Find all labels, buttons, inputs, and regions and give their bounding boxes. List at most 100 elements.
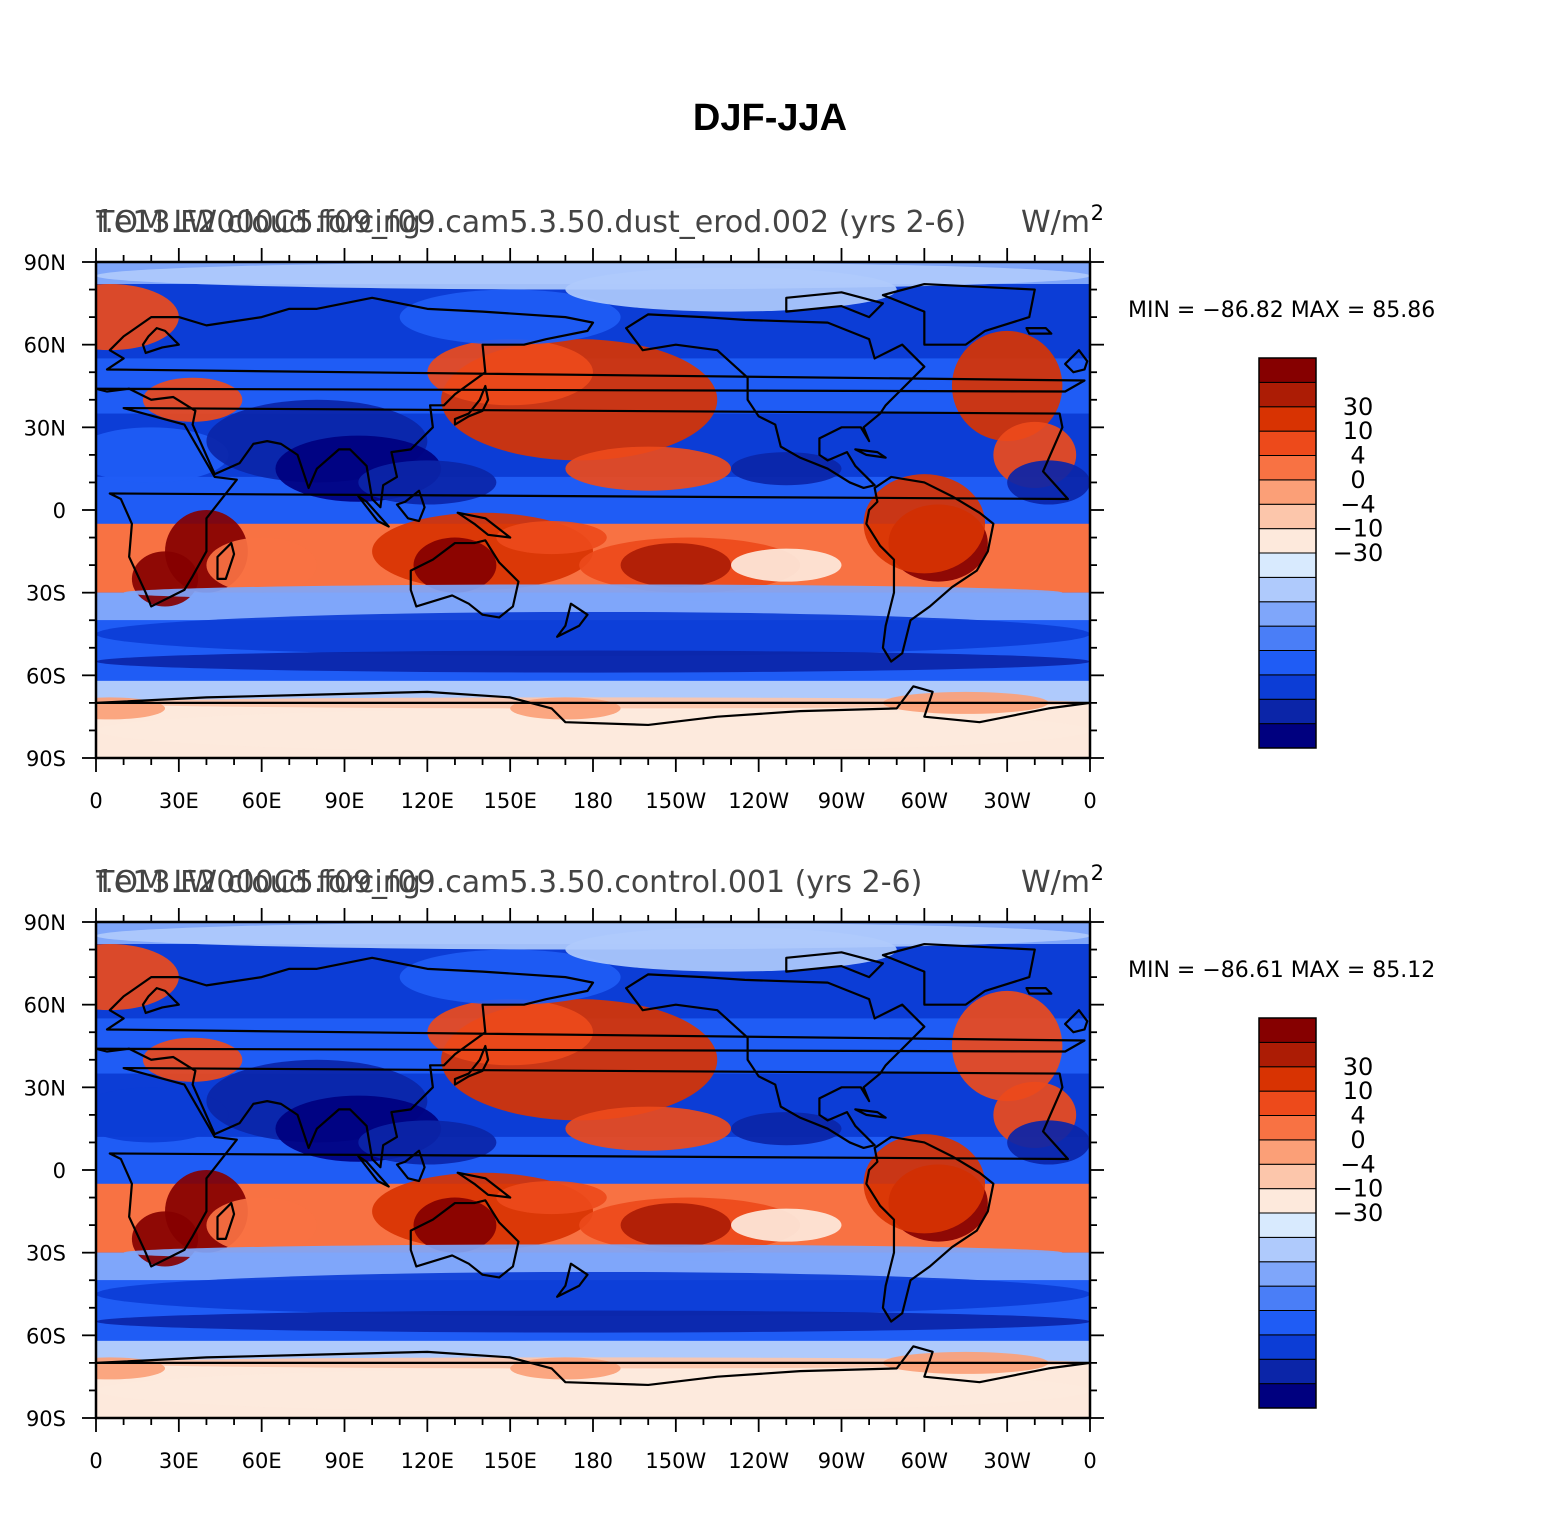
color-bar-swatch bbox=[1258, 1285, 1317, 1311]
color-bar-swatch bbox=[1258, 1358, 1317, 1385]
field-blob-2 bbox=[96, 427, 229, 483]
y-tick-label: 90S bbox=[26, 1407, 66, 1431]
field-blob-10 bbox=[427, 339, 593, 406]
coastline-6 bbox=[357, 495, 390, 528]
coastline-wrap-17 bbox=[96, 1361, 98, 1364]
field-blob-14 bbox=[496, 521, 607, 555]
color-bar-swatch bbox=[1258, 503, 1317, 530]
min-max-readout: MIN = −86.61 MAX = 85.12 bbox=[1128, 958, 1435, 983]
panel-title-units: W/m bbox=[1021, 205, 1090, 240]
field-blob-24 bbox=[96, 611, 1090, 657]
color-bar-label: 10 bbox=[1343, 1077, 1374, 1105]
field-blob-20 bbox=[863, 1134, 986, 1234]
y-tick-label: 60S bbox=[26, 664, 66, 688]
x-tick-label: 60W bbox=[901, 1449, 949, 1473]
color-bar-label: −10 bbox=[1333, 515, 1384, 543]
coastline-0 bbox=[108, 406, 1070, 608]
color-bar-label: −30 bbox=[1333, 1199, 1384, 1227]
field-blob-11 bbox=[565, 1106, 732, 1151]
x-tick-label: 30E bbox=[159, 1449, 199, 1473]
color-bar-label: 10 bbox=[1343, 417, 1374, 445]
color-bar-swatch bbox=[1258, 698, 1317, 725]
panels: f.e13.F2000C5.f09_f09.cam5.3.50.dust_ero… bbox=[0, 201, 1436, 1473]
coastline-17 bbox=[96, 1345, 1090, 1387]
color-bar-swatch bbox=[1258, 1139, 1317, 1165]
coastline-14 bbox=[854, 1108, 887, 1119]
y-tick-label: 0 bbox=[53, 499, 66, 523]
panel-title-units-superscript: 2 bbox=[1091, 201, 1104, 225]
field-blob-30 bbox=[399, 949, 621, 1005]
field-blob-7 bbox=[131, 551, 199, 607]
color-bar-swatch bbox=[1258, 650, 1317, 676]
coastline-8 bbox=[409, 1199, 520, 1279]
x-tick-label: 150W bbox=[645, 1449, 706, 1473]
coastline-7 bbox=[456, 1171, 512, 1199]
color-bar-swatch bbox=[1258, 1041, 1317, 1068]
color-bar-swatch bbox=[1258, 430, 1317, 456]
coastline-8 bbox=[409, 539, 520, 619]
x-tick-label: 30W bbox=[983, 789, 1031, 813]
field-blob-13 bbox=[413, 1197, 497, 1253]
y-tick-label: 60S bbox=[26, 1324, 66, 1348]
x-tick-label: 120W bbox=[728, 1449, 789, 1473]
y-tick-label: 60N bbox=[24, 994, 66, 1018]
field-blob-7 bbox=[131, 1211, 199, 1267]
field-blob-5 bbox=[358, 1120, 497, 1165]
color-bar-swatch bbox=[1258, 1236, 1317, 1263]
color-bar-swatch bbox=[1258, 1066, 1317, 1092]
coastline-9 bbox=[556, 602, 589, 638]
color-bar-label: 30 bbox=[1343, 1053, 1374, 1081]
coastline-13 bbox=[865, 1135, 995, 1323]
field-blob-23 bbox=[1007, 1120, 1090, 1165]
map-panel-2: f.e13.F2000C5.f09_f09.cam5.3.50.control.… bbox=[24, 861, 1436, 1473]
color-bar-label: −4 bbox=[1340, 1150, 1375, 1178]
field-blob-2 bbox=[96, 1087, 229, 1143]
y-tick-label: 30S bbox=[26, 1242, 66, 1266]
field-blob-0 bbox=[96, 944, 179, 1011]
color-bar-swatch bbox=[1258, 455, 1317, 481]
coastline-1 bbox=[96, 296, 1086, 509]
coastline-11 bbox=[881, 282, 1036, 346]
color-bar-swatch bbox=[1258, 674, 1317, 700]
x-tick-label: 0 bbox=[1083, 1449, 1096, 1473]
field-blob-14 bbox=[496, 1181, 607, 1215]
color-bar-swatch bbox=[1258, 1310, 1317, 1336]
field-blob-11 bbox=[565, 446, 732, 491]
x-tick-label: 60E bbox=[242, 1449, 282, 1473]
coastline-16 bbox=[1064, 349, 1089, 374]
panel-title-main: f.e13.F2000C5.f09_f09.cam5.3.50.dust_ero… bbox=[96, 205, 966, 240]
field-blob-0 bbox=[96, 284, 179, 351]
coastline-10 bbox=[625, 313, 926, 490]
map-field bbox=[0, 262, 1090, 758]
color-bar-swatch bbox=[1258, 552, 1317, 578]
color-bar-swatch bbox=[1258, 1017, 1317, 1043]
coastline-wrap-1 bbox=[0, 298, 90, 507]
color-bar-swatch bbox=[1258, 1334, 1317, 1360]
color-bar-swatch bbox=[1258, 625, 1317, 651]
color-bar-label: 4 bbox=[1350, 1102, 1365, 1130]
field-blob-18 bbox=[731, 1112, 842, 1146]
coastline-11 bbox=[881, 942, 1036, 1006]
x-tick-label: 30W bbox=[983, 1449, 1031, 1473]
field-blob-26 bbox=[123, 584, 1063, 601]
color-bar-swatch bbox=[1258, 1188, 1317, 1214]
field-blob-5 bbox=[358, 460, 497, 505]
coastline-6 bbox=[357, 1155, 390, 1188]
coastline-wrap-16 bbox=[71, 350, 93, 372]
coastline-13 bbox=[865, 475, 995, 663]
coastline-7 bbox=[456, 511, 512, 539]
x-tick-label: 180 bbox=[573, 789, 613, 813]
coastline-wrap-17 bbox=[96, 701, 98, 704]
x-tick-label: 90E bbox=[325, 1449, 365, 1473]
coastline-14 bbox=[854, 448, 887, 459]
color-bar-swatch bbox=[1258, 406, 1317, 432]
field-blob-16 bbox=[620, 543, 732, 588]
coastline-2 bbox=[141, 327, 180, 355]
coastline-10 bbox=[625, 973, 926, 1150]
color-bar-swatch bbox=[1258, 528, 1317, 554]
field-blob-23 bbox=[1007, 460, 1090, 505]
coastlines bbox=[96, 942, 1090, 1387]
color-bar-label: −30 bbox=[1333, 539, 1384, 567]
color-bar-swatch bbox=[1258, 381, 1317, 408]
